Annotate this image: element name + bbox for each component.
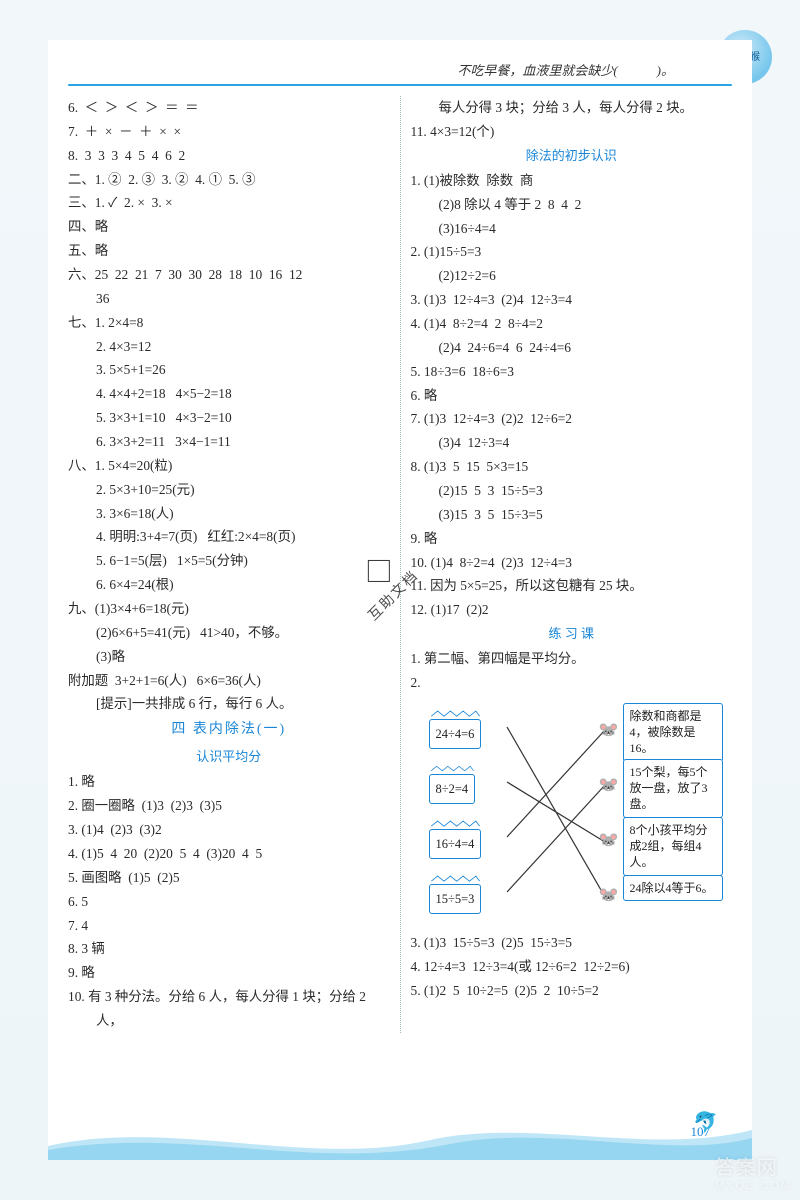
rp11: 11. 4×3=12(个) xyxy=(411,120,733,144)
house-3: 16÷4=4 xyxy=(429,829,482,859)
two-column-layout: 6. ＜ ＞ ＜ ＞ ＝ ＝ 7. ＋ × － ＋ × × 8. 3 3 3 4… xyxy=(68,96,732,1033)
header-riddle: 不吃早餐，血液里就会缺少( )。 xyxy=(68,58,732,80)
rq6: 6. 略 xyxy=(411,384,733,408)
mouse-icon: 🐭 xyxy=(599,827,619,855)
desc-3: 8个小孩平均分成2组，每组4人。 xyxy=(623,817,723,876)
lp6: 6. 5 xyxy=(68,890,390,914)
sec7-2: 2. 4×3=12 xyxy=(68,335,390,359)
fujia1: 附加题 3+2+1=6(人) 6×6=36(人) xyxy=(68,669,390,693)
house-4: 15÷5=3 xyxy=(429,884,482,914)
sec8-6: 6. 6×4=24(根) xyxy=(68,573,390,597)
house-1-label: 24÷4=6 xyxy=(436,727,475,741)
sec9-3: (3)略 xyxy=(68,645,390,669)
rr3: 3. (1)3 15÷5=3 (2)5 15÷3=5 xyxy=(411,931,733,955)
sec8-2: 2. 5×3+10=25(元) xyxy=(68,478,390,502)
sec2: 二、1. ② 2. ③ 3. ② 4. ① 5. ③ xyxy=(68,168,390,192)
left-column: 6. ＜ ＞ ＜ ＞ ＝ ＝ 7. ＋ × － ＋ × × 8. 3 3 3 4… xyxy=(68,96,390,1033)
rq12: 12. (1)17 (2)2 xyxy=(411,598,733,622)
fujia2: [提示]一共排成 6 行，每行 6 人。 xyxy=(68,692,390,716)
sec4: 四、略 xyxy=(68,215,390,239)
footer-wave xyxy=(48,1116,752,1160)
sec9-2: (2)6×6+5=41(元) 41>40，不够。 xyxy=(68,621,390,645)
sec7-6: 6. 3×3+2=11 3×4−1=11 xyxy=(68,430,390,454)
sec7-5: 5. 3×3+1=10 4×3−2=10 xyxy=(68,406,390,430)
page-content: 不吃早餐，血液里就会缺少( )。 6. ＜ ＞ ＜ ＞ ＝ ＝ 7. ＋ × －… xyxy=(48,40,752,1160)
rq1a: 1. (1)被除数 除数 商 xyxy=(411,169,733,193)
subtitle-pingjunfen: 认识平均分 xyxy=(68,745,390,768)
rq5: 5. 18÷3=6 18÷6=3 xyxy=(411,360,733,384)
sec8-3: 3. 3×6=18(人) xyxy=(68,502,390,526)
desc-1: 除数和商都是4，被除数是16。 xyxy=(623,703,723,762)
rq9: 9. 略 xyxy=(411,527,733,551)
lp9: 9. 略 xyxy=(68,961,390,985)
rr2: 2. xyxy=(411,671,733,695)
rr1: 1. 第二幅、第四幅是平均分。 xyxy=(411,647,733,671)
sec7-3: 3. 5×5+1=26 xyxy=(68,358,390,382)
rq7b: (3)4 12÷3=4 xyxy=(411,431,733,455)
lp7: 7. 4 xyxy=(68,914,390,938)
stamp-square-icon xyxy=(368,560,390,582)
house-3-label: 16÷4=4 xyxy=(436,837,475,851)
column-divider xyxy=(400,96,401,1033)
rq7a: 7. (1)3 12÷4=3 (2)2 12÷6=2 xyxy=(411,407,733,431)
right-column: 每人分得 3 块；分给 3 人，每人分得 2 块。 11. 4×3=12(个) … xyxy=(411,96,733,1033)
rq8c: (3)15 3 5 15÷3=5 xyxy=(411,503,733,527)
house-1: 24÷4=6 xyxy=(429,719,482,749)
rq4a: 4. (1)4 8÷2=4 2 8÷4=2 xyxy=(411,312,733,336)
sec9-1: 九、(1)3×4+6=18(元) xyxy=(68,597,390,621)
sec3: 三、1. ✓ 2. × 3. × xyxy=(68,191,390,215)
lp10: 10. 有 3 种分法。分给 6 人，每人分得 1 块；分给 2 人， xyxy=(68,985,390,1033)
l8: 8. 3 3 3 4 5 4 6 2 xyxy=(68,144,390,168)
rq8b: (2)15 5 3 15÷5=3 xyxy=(411,479,733,503)
house-2: 8÷2=4 xyxy=(429,774,476,804)
dolphin-icon: 🐬 xyxy=(693,1110,718,1135)
subtitle-lianxi: 练 习 课 xyxy=(411,622,733,645)
lp1: 1. 略 xyxy=(68,770,390,794)
house-4-label: 15÷5=3 xyxy=(436,892,475,906)
page-number: 🐬 107 xyxy=(691,1124,711,1140)
desc-2: 15个梨，每5个放一盘，放了3盘。 xyxy=(623,759,723,818)
rq11: 11. 因为 5×5=25，所以这包糖有 25 块。 xyxy=(411,574,733,598)
lp4: 4. (1)5 4 20 (2)20 5 4 (3)20 4 5 xyxy=(68,842,390,866)
sec7-1: 七、1. 2×4=8 xyxy=(68,311,390,335)
sec8-5: 5. 6−1=5(层) 1×5=5(分钟) xyxy=(68,549,390,573)
rp10c: 每人分得 3 块；分给 3 人，每人分得 2 块。 xyxy=(411,96,733,120)
section-title-4: 四 表内除法(一) xyxy=(68,718,390,743)
corner-wm-sub: MXQE.COM xyxy=(715,1180,792,1192)
lp8: 8. 3 辆 xyxy=(68,937,390,961)
sec5: 五、略 xyxy=(68,239,390,263)
sec7-4: 4. 4×4+2=18 4×5−2=18 xyxy=(68,382,390,406)
rq1b: (2)8 除以 4 等于 2 8 4 2 xyxy=(411,193,733,217)
mouse-icon: 🐭 xyxy=(599,882,619,910)
matching-diagram: 24÷4=6 8÷2=4 16÷4=4 15÷5=3 🐭 🐭 🐭 xyxy=(415,697,733,927)
corner-watermark: 答案网 MXQE.COM xyxy=(715,1151,792,1192)
rr5: 5. (1)2 5 10÷2=5 (2)5 2 10÷5=2 xyxy=(411,979,733,1003)
lp5: 5. 画图略 (1)5 (2)5 xyxy=(68,866,390,890)
lp3: 3. (1)4 (2)3 (3)2 xyxy=(68,818,390,842)
header-rule xyxy=(68,84,732,86)
l6: 6. ＜ ＞ ＜ ＞ ＝ ＝ xyxy=(68,96,390,120)
rq1c: (3)16÷4=4 xyxy=(411,217,733,241)
sec6-2: 36 xyxy=(68,287,390,311)
subtitle-chufa: 除法的初步认识 xyxy=(411,144,733,167)
house-2-label: 8÷2=4 xyxy=(436,782,469,796)
lp2: 2. 圈一圈略 (1)3 (2)3 (3)5 xyxy=(68,794,390,818)
rq2a: 2. (1)15÷5=3 xyxy=(411,240,733,264)
header-text: 不吃早餐，血液里就会缺少( )。 xyxy=(457,60,674,79)
mouse-icon: 🐭 xyxy=(599,717,619,745)
mouse-icon: 🐭 xyxy=(599,772,619,800)
rq10: 10. (1)4 8÷2=4 (2)3 12÷4=3 xyxy=(411,551,733,575)
rq2b: (2)12÷2=6 xyxy=(411,264,733,288)
desc-4: 24除以4等于6。 xyxy=(623,875,723,901)
sec8-1: 八、1. 5×4=20(粒) xyxy=(68,454,390,478)
rq3: 3. (1)3 12÷4=3 (2)4 12÷3=4 xyxy=(411,288,733,312)
sec8-4: 4. 明明:3+4=7(页) 红红:2×4=8(页) xyxy=(68,525,390,549)
corner-wm-text: 答案网 xyxy=(715,1157,778,1179)
rq4b: (2)4 24÷6=4 6 24÷4=6 xyxy=(411,336,733,360)
rq8a: 8. (1)3 5 15 5×3=15 xyxy=(411,455,733,479)
sec6-1: 六、25 22 21 7 30 30 28 18 10 16 12 xyxy=(68,263,390,287)
l7: 7. ＋ × － ＋ × × xyxy=(68,120,390,144)
rr4: 4. 12÷4=3 12÷3=4(或 12÷6=2 12÷2=6) xyxy=(411,955,733,979)
